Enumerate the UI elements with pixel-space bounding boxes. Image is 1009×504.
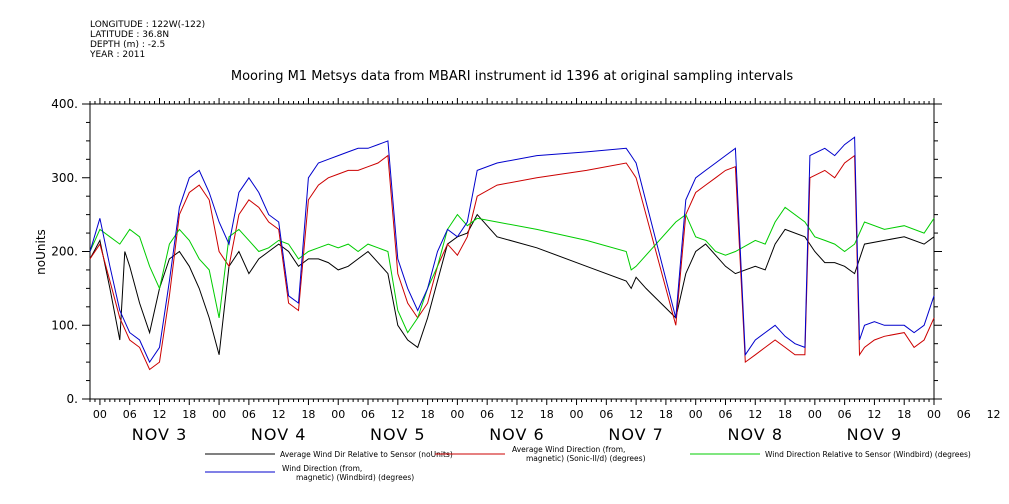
- x-day-label: NOV 3: [132, 425, 188, 444]
- x-hour-label: 06: [718, 408, 732, 421]
- y-axis: 0. 100. 200. 300. 400.: [51, 97, 942, 406]
- x-hour-label: 00: [808, 408, 822, 421]
- metadata-block: LONGITUDE : 122W(-122) LATITUDE : 36.8N …: [90, 20, 205, 60]
- x-hour-label: 18: [659, 408, 673, 421]
- x-hour-label: 18: [897, 408, 911, 421]
- x-hour-label: 12: [987, 408, 1001, 421]
- series-line-1: [89, 154, 935, 371]
- x-hour-label: 06: [123, 408, 137, 421]
- x-hour-label: 18: [421, 408, 435, 421]
- x-hour-label: 12: [272, 408, 286, 421]
- x-day-label: NOV 8: [728, 425, 784, 444]
- legend-label: Wind Direction Relative to Sensor (Windb…: [765, 450, 971, 459]
- depth-text: DEPTH (m) : -2.5: [90, 40, 166, 50]
- x-day-label: NOV 5: [370, 425, 426, 444]
- x-hour-label: 12: [748, 408, 762, 421]
- series-line-2: [89, 206, 935, 334]
- x-axis: 00 06 12 18 00 06 12 18 00 06 12 18 00 06 12 18 00 06 12 18…: [89, 98, 1001, 444]
- x-hour-label: 12: [867, 408, 881, 421]
- x-hour-label: 00: [689, 408, 703, 421]
- x-hour-label: 18: [301, 408, 315, 421]
- x-hour-label: 06: [361, 408, 375, 421]
- year-text: YEAR : 2011: [90, 50, 146, 60]
- legend-label-line1: Wind Direction (from,: [282, 464, 362, 473]
- y-tick-label: 100.: [51, 318, 78, 332]
- x-hour-label: 00: [927, 408, 941, 421]
- x-hour-label: 00: [93, 408, 107, 421]
- legend-label-line2: magnetic) (Sonic-II/d) (degrees): [526, 454, 646, 463]
- x-day-label: NOV 4: [251, 425, 307, 444]
- x-hour-label: 12: [153, 408, 167, 421]
- y-tick-label: 0.: [67, 392, 78, 406]
- x-hour-label: 06: [838, 408, 852, 421]
- longitude-text: LONGITUDE : 122W(-122): [90, 20, 206, 30]
- x-hour-label: 18: [182, 408, 196, 421]
- x-hour-label: 18: [540, 408, 554, 421]
- legend-label-line1: Average Wind Direction (from,: [512, 445, 625, 454]
- y-tick-label: 400.: [51, 97, 78, 111]
- legend-label: Average Wind Dir Relative to Sensor (noU…: [280, 450, 453, 459]
- series-line-3: [89, 136, 935, 364]
- x-hour-label: 06: [957, 408, 971, 421]
- x-day-label: NOV 6: [489, 425, 545, 444]
- x-day-label: NOV 7: [608, 425, 664, 444]
- x-hour-label: 00: [450, 408, 464, 421]
- x-hour-label: 12: [629, 408, 643, 421]
- legend: Average Wind Dir Relative to Sensor (noU…: [205, 445, 971, 482]
- series-layer: [89, 136, 935, 371]
- x-hour-label: 00: [570, 408, 584, 421]
- legend-label-line2: magnetic) (Windbird) (degrees): [296, 473, 414, 482]
- x-hour-label: 06: [242, 408, 256, 421]
- x-hour-label: 12: [510, 408, 524, 421]
- x-hour-label: 18: [778, 408, 792, 421]
- y-tick-label: 200.: [51, 245, 78, 259]
- x-day-label: NOV 9: [847, 425, 903, 444]
- y-axis-label: noUnits: [34, 229, 48, 275]
- y-tick-label: 300.: [51, 171, 78, 185]
- x-hour-label: 00: [212, 408, 226, 421]
- latitude-text: LATITUDE : 36.8N: [90, 30, 170, 40]
- x-hour-label: 00: [331, 408, 345, 421]
- x-hour-label: 06: [480, 408, 494, 421]
- chart-title: Mooring M1 Metsys data from MBARI instru…: [231, 69, 793, 84]
- x-hour-label: 12: [391, 408, 405, 421]
- x-hour-label: 06: [599, 408, 613, 421]
- series-line-0: [89, 213, 935, 355]
